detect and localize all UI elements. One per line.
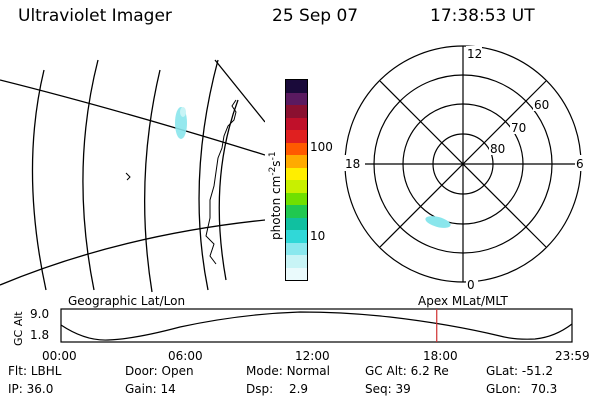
colorbar-unit-label: photon cm-2s-1 — [268, 151, 283, 240]
seq-info: Seq: 39 — [365, 382, 411, 396]
door-info: Door: Open — [125, 364, 194, 378]
dsp-info: Dsp: 2.9 — [246, 382, 309, 396]
colorbar-segment — [286, 267, 307, 280]
colorbar-segment — [286, 142, 307, 155]
colorbar-segment — [286, 117, 307, 130]
gain-info: Gain: 14 — [125, 382, 176, 396]
colorbar-segment — [286, 255, 307, 268]
colorbar-segment — [286, 80, 307, 93]
flt-info: Flt: LBHL — [8, 364, 62, 378]
mlat-70: 70 — [511, 121, 526, 135]
x-tick-1200: 12:00 — [295, 349, 330, 363]
polar-label: Apex MLat/MLT — [418, 294, 508, 308]
map-label: Geographic Lat/Lon — [68, 294, 186, 308]
time-label: 17:38:53 UT — [430, 6, 535, 26]
colorbar-segment — [286, 167, 307, 180]
colorbar-segment — [286, 217, 307, 230]
x-tick-0000: 00:00 — [42, 349, 77, 363]
colorbar-segment — [286, 242, 307, 255]
colorbar-segment — [286, 92, 307, 105]
mlt-18: 18 — [345, 157, 360, 171]
colorbar-segment — [286, 180, 307, 193]
colorbar — [285, 79, 308, 281]
colorbar-tick-100: 100 — [310, 140, 333, 154]
mode-info: Mode: Normal — [246, 364, 330, 378]
glat-info: GLat: -51.2 — [486, 364, 553, 378]
colorbar-segment — [286, 130, 307, 143]
x-tick-2359: 23:59 — [555, 349, 590, 363]
polar-plot: 12 18 6 0 60 70 80 — [343, 45, 589, 292]
y-tick-1-8: 1.8 — [30, 328, 49, 342]
colorbar-segment — [286, 230, 307, 243]
y-tick-9: 9.0 — [30, 307, 49, 321]
instrument-title: Ultraviolet Imager — [18, 6, 172, 26]
coastline — [205, 99, 237, 265]
mlt-0: 0 — [467, 278, 475, 292]
aurora-oval — [425, 216, 451, 228]
gc-alt-info: GC Alt: 6.2 Re — [365, 364, 449, 378]
colorbar-segment — [286, 205, 307, 218]
colorbar-segment — [286, 105, 307, 118]
geographic-map — [0, 59, 265, 293]
x-tick-0600: 06:00 — [168, 349, 203, 363]
altitude-curve — [60, 311, 573, 341]
glon-info: GLon: 70.3 — [486, 382, 558, 396]
orbit-altitude-plot: 9.0 1.8 GC Alt 00:00 06:00 12:00 18:00 2… — [12, 307, 590, 363]
mlat-60: 60 — [534, 98, 549, 112]
mlt-6: 6 — [576, 157, 584, 171]
x-tick-1800: 18:00 — [423, 349, 458, 363]
colorbar-tick-10: 10 — [310, 229, 326, 243]
colorbar-segment — [286, 192, 307, 205]
ip-info: IP: 36.0 — [8, 382, 54, 396]
gc-alt-axis-label: GC Alt — [12, 311, 25, 346]
date-label: 25 Sep 07 — [272, 6, 359, 26]
mlat-80: 80 — [490, 142, 505, 156]
colorbar-segment — [286, 155, 307, 168]
mlt-12: 12 — [467, 47, 482, 61]
